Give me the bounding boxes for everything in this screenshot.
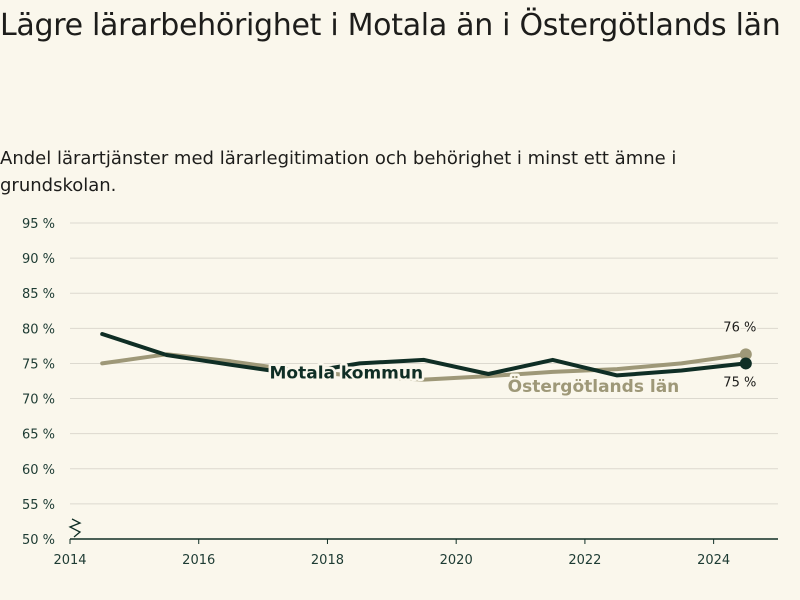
x-tick-label: 2016 xyxy=(182,553,215,568)
chart-subtitle: Andel lärartjänster med lärarlegitimatio… xyxy=(0,148,677,196)
y-axis-ticks: 50 % 55 % 60 % 65 % 70 % 75 % 80 % 85 % 90 % 95 % xyxy=(22,217,55,548)
x-tick-label: 2024 xyxy=(697,553,730,568)
y-tick-label: 65 % xyxy=(22,428,55,443)
y-tick-label: 70 % xyxy=(22,393,55,408)
y-tick-label: 55 % xyxy=(22,498,55,513)
series-labels: Motala kommun 75 % Östergötlands län 76 % xyxy=(267,319,758,400)
axis-break-icon xyxy=(68,518,82,538)
end-value-label: 76 % xyxy=(723,320,756,335)
series-label: Östergötlands län xyxy=(508,375,680,397)
y-tick-label: 85 % xyxy=(22,287,55,302)
chart-title: Lägre lärarbehörighet i Motala än i Öste… xyxy=(0,8,781,43)
series-label: Motala kommun xyxy=(270,363,424,383)
y-tick-label: 60 % xyxy=(22,463,55,478)
y-tick-label: 90 % xyxy=(22,252,55,267)
end-point-marker xyxy=(739,357,752,370)
y-tick-label: 50 % xyxy=(22,533,55,548)
x-tick-label: 2014 xyxy=(53,553,86,568)
y-tick-label: 95 % xyxy=(22,217,55,232)
x-axis: 2014 2016 2018 2020 2022 2024 xyxy=(53,518,778,568)
x-tick-label: 2018 xyxy=(311,553,344,568)
y-tick-label: 80 % xyxy=(22,322,55,337)
x-tick-label: 2020 xyxy=(440,553,473,568)
series-line xyxy=(100,332,748,378)
end-value-label: 75 % xyxy=(723,375,756,390)
y-tick-label: 75 % xyxy=(22,357,55,372)
series-line xyxy=(100,352,748,382)
x-tick-label: 2022 xyxy=(568,553,601,568)
end-point-marker xyxy=(739,348,752,361)
series-lines xyxy=(100,332,752,382)
